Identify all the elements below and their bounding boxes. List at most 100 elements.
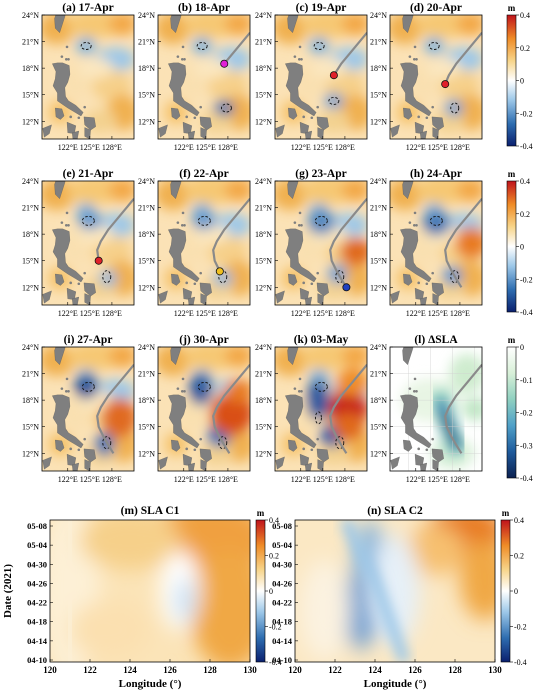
islet [181, 211, 185, 215]
land [171, 273, 181, 286]
field-patch [307, 210, 336, 235]
panel-frame [41, 180, 135, 306]
map-panel: (k) 03-May 24°N 21°N 18°N 15°N 12°N 122°E 125°E… [255, 334, 368, 484]
islet [77, 116, 81, 120]
lat-label: 21°N [370, 38, 387, 47]
lat-label: 18°N [370, 396, 387, 405]
field-patch [108, 181, 134, 202]
y-tick-label: 05-04 [27, 540, 48, 550]
field-patch [460, 540, 495, 620]
panel-frame [157, 180, 251, 306]
lat-label: 12°N [370, 449, 387, 458]
panel-title: (k) 03-May [294, 334, 349, 346]
islet [183, 57, 186, 61]
eddy-contour [314, 411, 322, 425]
islet [300, 57, 303, 61]
lat-label: 18°N [22, 64, 39, 73]
land [170, 347, 182, 365]
field-patch [77, 211, 102, 230]
field-patch [345, 570, 375, 650]
field-patch [456, 15, 482, 36]
lon-label: 122°E [291, 475, 311, 484]
y-tick-label: 05-08 [27, 521, 47, 531]
lat-label: 24°N [255, 343, 272, 352]
lon-label: 125°E [428, 309, 448, 318]
land [275, 124, 285, 138]
islet [180, 389, 184, 393]
lat-label: 21°N [370, 204, 387, 213]
map-panel: (l) ΔSLA 24°N 21°N 18°N 15°N 12°N 122°E 125°E 12… [370, 334, 483, 484]
land [200, 459, 207, 471]
colorbar-tick-label: 0 [520, 243, 524, 252]
panel-title: (m) SLA C1 [121, 505, 180, 517]
panel-frame [157, 346, 251, 472]
islet [83, 437, 86, 441]
lon-label: 122°E [58, 309, 78, 318]
land [171, 107, 181, 120]
field-patch [70, 600, 150, 660]
land [54, 15, 66, 33]
land [400, 62, 432, 117]
islet [181, 45, 185, 49]
islet [293, 387, 297, 390]
lat-label: 12°N [255, 449, 272, 458]
field-patch [341, 15, 367, 36]
islet [417, 115, 421, 119]
lon-label: 122°E [406, 143, 426, 152]
land [403, 273, 413, 286]
field-patch [332, 412, 365, 441]
land [55, 273, 65, 286]
typhoon-track [444, 32, 482, 85]
lon-label: 125°E [428, 143, 448, 152]
islet [318, 285, 322, 288]
panel-frame [389, 346, 483, 472]
panel-title: (n) SLA C2 [367, 505, 423, 517]
typhoon-position-marker [220, 59, 229, 68]
islet [431, 437, 434, 441]
islet [201, 285, 205, 288]
panel-frame [274, 180, 368, 306]
field-patch [405, 525, 465, 575]
lon-label: 128°E [335, 475, 355, 484]
typhoon-position-marker [441, 80, 450, 89]
field-patch [224, 379, 250, 404]
land [287, 347, 299, 365]
lat-label: 18°N [255, 230, 272, 239]
land [390, 124, 400, 138]
field-patch [191, 211, 216, 230]
field-patch [74, 374, 99, 399]
islet [415, 223, 418, 227]
land [305, 296, 312, 305]
land [54, 347, 66, 365]
islet [83, 105, 86, 109]
land [275, 456, 285, 470]
land [400, 228, 432, 283]
islet [425, 448, 429, 452]
lat-label: 18°N [138, 396, 155, 405]
x-tick-label: 122 [328, 665, 342, 675]
lat-label: 21°N [22, 370, 39, 379]
field-patch [456, 181, 482, 202]
eddy-contour [102, 436, 112, 450]
panel-title: (d) 20-Apr [410, 2, 462, 14]
islet [316, 437, 319, 441]
islet [199, 271, 202, 275]
map-panel: (h) 24-Apr 24°N 21°N 18°N 15°N 12°N 122°E 125°E… [370, 168, 483, 318]
lon-label: 128°E [218, 143, 238, 152]
y-tick-label: 04-18 [272, 617, 292, 627]
land [170, 15, 182, 33]
islet [433, 119, 437, 122]
eddy-contour [428, 42, 440, 50]
islet [408, 387, 412, 390]
islet [425, 116, 429, 120]
land [84, 459, 91, 471]
islet [193, 282, 197, 286]
lon-label: 125°E [428, 475, 448, 484]
field-patch [190, 550, 250, 662]
land [72, 130, 79, 139]
y-tick-label: 05-04 [272, 540, 293, 550]
lon-label: 125°E [196, 475, 216, 484]
lon-label: 125°E [313, 475, 333, 484]
colorbar-tick-label: 0 [520, 343, 524, 352]
panel-title: (g) 23-Apr [295, 168, 346, 180]
